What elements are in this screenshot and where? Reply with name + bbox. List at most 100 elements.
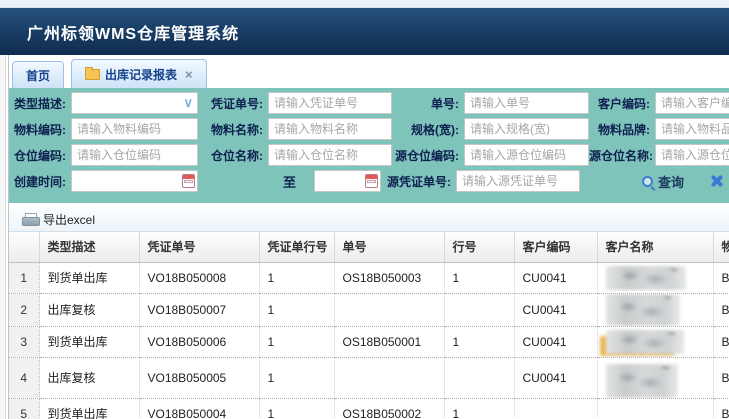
material-brand-label: 物料品牌: bbox=[598, 122, 650, 137]
cell-voucher-no: VO18B050008 bbox=[139, 262, 260, 294]
cell-type-desc: 出库复核 bbox=[39, 293, 140, 327]
folder-icon bbox=[85, 66, 101, 80]
material-name-input[interactable] bbox=[268, 118, 392, 140]
calendar-icon[interactable] bbox=[182, 174, 195, 188]
col-customer-code[interactable]: 客户编码 bbox=[514, 232, 598, 263]
chevron-down-icon: ∨ bbox=[183, 95, 193, 110]
calendar-icon[interactable] bbox=[365, 174, 379, 188]
row-number: 4 bbox=[9, 357, 40, 399]
cell-customer-name bbox=[597, 293, 714, 327]
grid-toolbar: 导出excel bbox=[9, 207, 729, 232]
table-row[interactable]: 3 到货单出库 VO18B050006 1 OS18B050001 1 CU00… bbox=[9, 326, 729, 358]
cell-voucher-no: VO18B050006 bbox=[139, 326, 260, 358]
spec-width-input[interactable] bbox=[464, 118, 589, 140]
redacted-customer-name bbox=[605, 262, 686, 290]
table-row[interactable]: 5 到货单出库 VO18B050004 1 OS18B050002 1 B bbox=[9, 398, 729, 419]
cell-voucher-line-no: 1 bbox=[259, 398, 335, 419]
cell-customer-code: CU0041 bbox=[514, 293, 598, 327]
cell-customer-code: CU0041 bbox=[514, 262, 598, 294]
col-voucher-line-no[interactable]: 凭证单行号 bbox=[259, 232, 335, 263]
src-voucher-input[interactable] bbox=[456, 170, 581, 192]
material-code-input[interactable] bbox=[71, 118, 198, 140]
table-row[interactable]: 4 出库复核 VO18B050005 1 CU0041 B bbox=[9, 357, 729, 399]
tab-home[interactable]: 首页 bbox=[12, 61, 65, 88]
cell-customer-code: CU0041 bbox=[514, 357, 598, 399]
bin-name-input[interactable] bbox=[268, 144, 392, 166]
table-row[interactable]: 1 到货单出库 VO18B050008 1 OS18B050003 1 CU00… bbox=[9, 262, 729, 294]
cell-voucher-no: VO18B050005 bbox=[139, 357, 260, 399]
col-line-no[interactable]: 行号 bbox=[444, 232, 515, 263]
window-top-strip bbox=[0, 0, 729, 8]
search-button-label: 查询 bbox=[658, 174, 685, 190]
bin-code-label: 仓位编码: bbox=[14, 148, 66, 163]
cell-voucher-line-no: 1 bbox=[259, 293, 335, 327]
clear-icon[interactable] bbox=[708, 173, 724, 189]
cell-type-desc: 出库复核 bbox=[39, 357, 140, 399]
cell-line-no: 1 bbox=[444, 398, 515, 419]
material-brand-input[interactable] bbox=[655, 118, 729, 140]
src-voucher-label: 源凭证单号: bbox=[387, 174, 452, 189]
voucher-no-input[interactable] bbox=[268, 92, 392, 114]
bin-code-input[interactable] bbox=[71, 144, 198, 166]
cell-order-no: OS18B050003 bbox=[334, 262, 445, 294]
cell-customer-name bbox=[597, 262, 714, 294]
col-type-desc[interactable]: 类型描述 bbox=[39, 232, 140, 263]
collapsed-side-panel[interactable] bbox=[0, 55, 9, 419]
cell-type-desc: 到货单出库 bbox=[39, 262, 140, 294]
form-row-2: 物料编码: 物料名称: 规格(宽): 物料品牌: bbox=[9, 118, 729, 140]
order-no-label: 单号: bbox=[431, 96, 459, 111]
export-excel-button[interactable]: 导出excel bbox=[18, 209, 99, 230]
col-material-partial[interactable]: 物 bbox=[713, 232, 729, 263]
redacted-customer-name bbox=[605, 326, 684, 354]
printer-icon bbox=[22, 212, 40, 226]
type-desc-select[interactable]: ∨ bbox=[71, 92, 198, 114]
cell-order-no bbox=[334, 293, 445, 327]
date-to-field bbox=[314, 170, 382, 192]
form-row-1: 类型描述: ∨ 凭证单号: 单号: 客户编码: bbox=[9, 92, 729, 114]
row-number: 2 bbox=[9, 293, 40, 327]
tab-home-label: 首页 bbox=[26, 68, 51, 83]
col-customer-name[interactable]: 客户名称 bbox=[597, 232, 714, 263]
voucher-no-label: 凭证单号: bbox=[211, 96, 263, 111]
cell-order-no bbox=[334, 357, 445, 399]
col-voucher-no[interactable]: 凭证单号 bbox=[139, 232, 260, 263]
cell-voucher-line-no: 1 bbox=[259, 357, 335, 399]
cell-customer-name bbox=[597, 326, 714, 358]
cell-voucher-no: VO18B050007 bbox=[139, 293, 260, 327]
cell-customer-name bbox=[597, 357, 714, 399]
material-name-label: 物料名称: bbox=[211, 122, 263, 137]
src-bin-code-label: 源仓位编码: bbox=[395, 148, 459, 163]
cell-order-no: OS18B050001 bbox=[334, 326, 445, 358]
cell-material-partial: B bbox=[713, 293, 729, 327]
search-form: 类型描述: ∨ 凭证单号: 单号: 客户编码: 物料编码: 物料名称: 规格(宽… bbox=[9, 88, 729, 203]
row-number: 3 bbox=[9, 326, 40, 358]
cell-customer-name bbox=[597, 398, 714, 419]
table-row[interactable]: 2 出库复核 VO18B050007 1 CU0041 B bbox=[9, 293, 729, 327]
src-bin-name-input[interactable] bbox=[655, 144, 729, 166]
cell-type-desc: 到货单出库 bbox=[39, 326, 140, 358]
date-from-input[interactable] bbox=[71, 170, 198, 192]
date-to-label: 至 bbox=[283, 174, 297, 190]
search-button[interactable]: 查询 bbox=[642, 172, 684, 191]
date-to-input[interactable] bbox=[314, 170, 382, 192]
redacted-customer-name bbox=[605, 360, 678, 397]
tab-outbound-report[interactable]: 出库记录报表 × bbox=[71, 59, 207, 88]
tab-outbound-report-label: 出库记录报表 bbox=[105, 67, 178, 82]
form-grid-divider bbox=[9, 203, 729, 207]
form-row-3: 仓位编码: 仓位名称: 源仓位编码: 源仓位名称: bbox=[9, 144, 729, 166]
cell-customer-code bbox=[514, 398, 598, 419]
cell-material-partial: B bbox=[713, 357, 729, 399]
row-number: 5 bbox=[9, 398, 40, 419]
row-number: 1 bbox=[9, 262, 40, 294]
export-excel-label: 导出excel bbox=[43, 212, 96, 227]
src-bin-code-input[interactable] bbox=[464, 144, 589, 166]
col-order-no[interactable]: 单号 bbox=[334, 232, 445, 263]
cell-voucher-line-no: 1 bbox=[259, 326, 335, 358]
cell-material-partial: B bbox=[713, 326, 729, 358]
cell-voucher-line-no: 1 bbox=[259, 262, 335, 294]
cell-line-no: 1 bbox=[444, 262, 515, 294]
close-icon[interactable]: × bbox=[185, 66, 193, 82]
customer-code-input[interactable] bbox=[655, 92, 729, 114]
order-no-input[interactable] bbox=[464, 92, 589, 114]
material-code-label: 物料编码: bbox=[14, 122, 66, 137]
